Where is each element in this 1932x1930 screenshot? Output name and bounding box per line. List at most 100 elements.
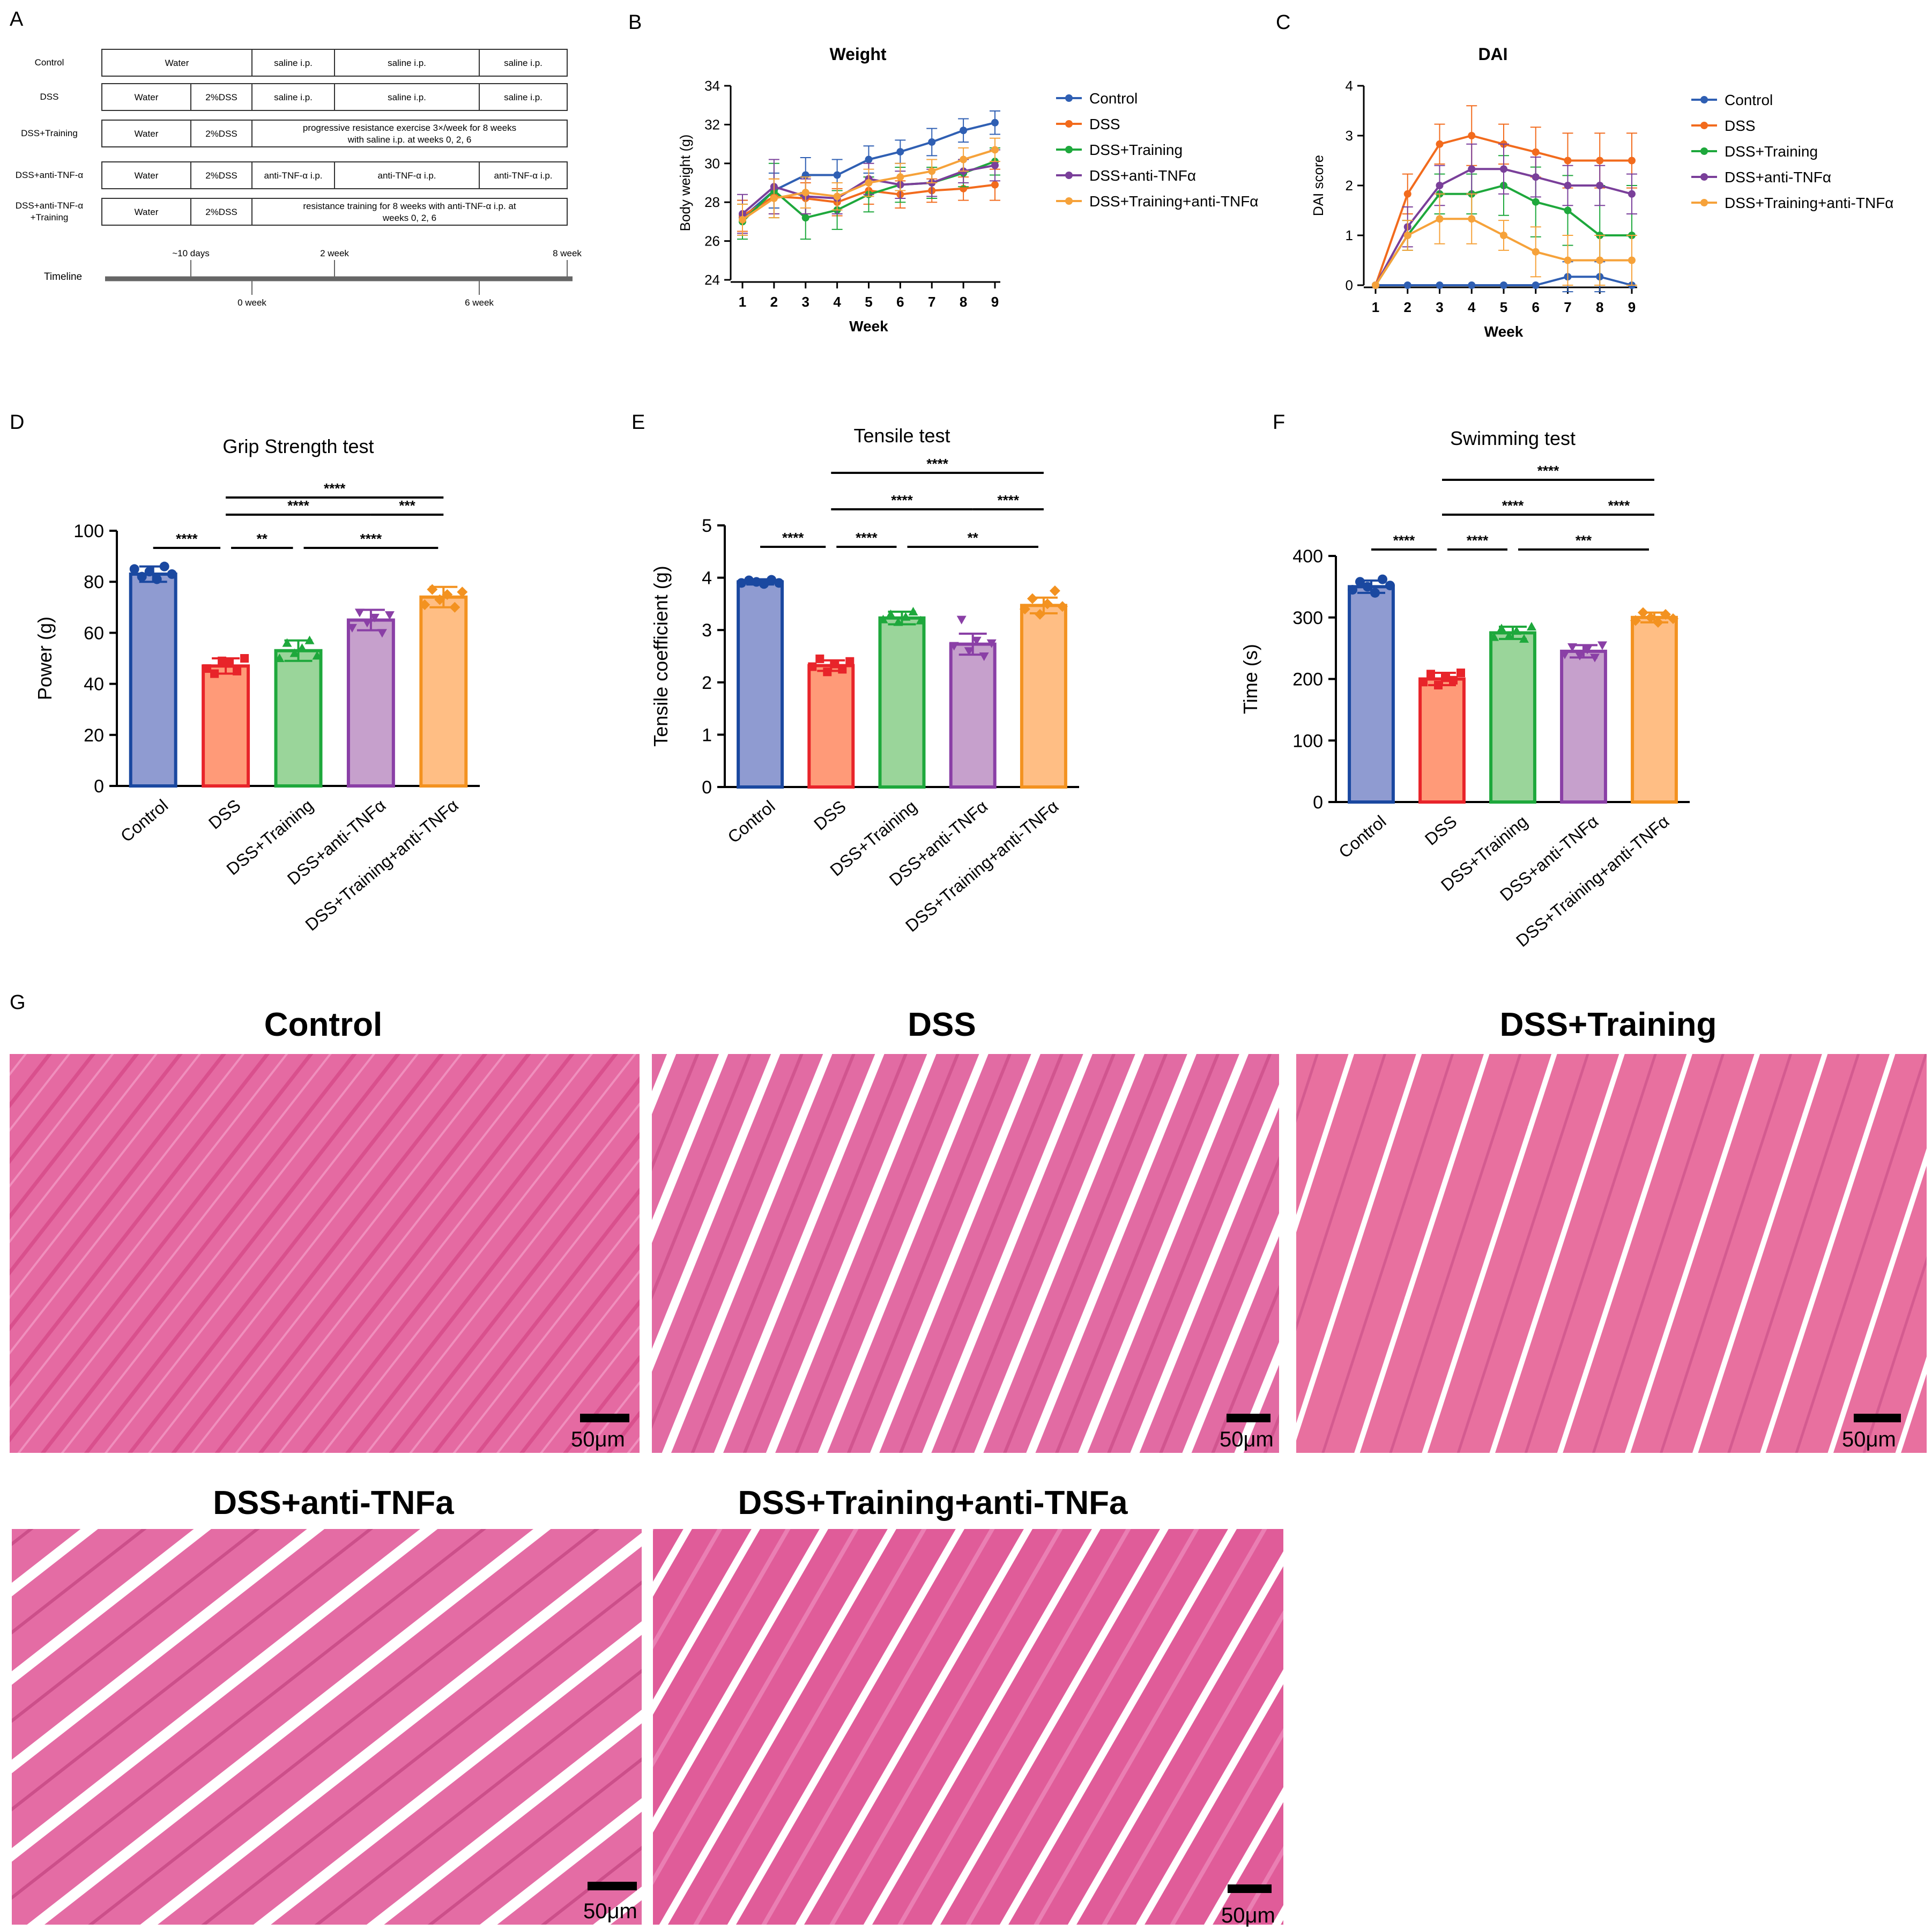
data-point [1497,623,1506,633]
significance-label: **** [856,530,878,546]
data-point [1426,670,1435,679]
data-point [297,643,307,652]
group-label: Control [35,57,64,68]
histology-title-dss-training-anti-tnfa: DSS+Training+anti-TNFa [738,1484,1128,1521]
y-tick-label: 2 [702,673,712,693]
data-point [1436,140,1444,148]
y-tick-label: 5 [702,516,712,536]
significance-label: **** [324,480,346,496]
legend-label: DSS+Training+anti-TNFα [1725,195,1893,211]
data-point [137,571,147,582]
y-tick-label: 40 [84,674,104,695]
bar-2 [1489,631,1536,804]
data-point [1560,650,1570,659]
y-tick-label: 34 [704,78,720,94]
data-point [377,629,387,638]
group-label: DSS [40,92,59,102]
x-tick-label: 6 [1532,299,1540,315]
data-point [815,654,824,663]
chart-title: Grip Strength test [222,435,374,457]
panel-letter-g: G [10,991,26,1014]
legend-marker [1065,94,1073,102]
cell-label: saline i.p. [274,58,313,68]
bar-3 [346,618,395,788]
data-point [1628,256,1636,264]
category-label: Control [1335,812,1389,862]
y-tick-label: 1 [1346,227,1353,243]
legend-marker [1700,147,1708,155]
data-point [838,665,847,674]
cell-label: resistance training for 8 weeks with ant… [303,201,516,211]
bar-3 [1560,649,1607,804]
data-point [1441,673,1450,682]
data-point [960,127,968,135]
data-point [1027,593,1038,604]
x-tick-label: 2 [1404,299,1411,315]
bar-2 [274,649,323,788]
data-point [1378,574,1387,584]
x-tick-label: 3 [802,294,809,310]
x-tick-label: 1 [1372,299,1379,315]
y-tick-label: 80 [84,572,104,592]
significance-label: **** [1502,498,1524,514]
dai-line-chart: DAI 0 1 2 3 4 DAI score 1 2 3 4 5 6 7 8 9 Week Control DSS… [1310,44,1893,340]
x-tick-label: 2 [770,294,778,310]
legend-label: DSS+Training [1089,142,1183,158]
data-point [908,607,918,616]
data-point [1582,645,1592,655]
histology-title-dss-training: DSS+Training [1500,1006,1717,1043]
data-point [1597,641,1607,650]
data-point [833,192,841,201]
data-point [233,666,242,676]
data-point [152,574,162,584]
data-point [1519,634,1529,643]
bar-1 [202,664,250,788]
timeline-tick-label: ~10 days [172,248,209,258]
data-point [1034,608,1045,620]
data-point [354,608,365,618]
significance-label: **** [891,492,913,508]
bar-0 [129,572,177,788]
data-point [986,639,997,648]
bar-4 [1631,615,1678,804]
legend-marker [1065,146,1073,153]
panel-letter-f: F [1273,411,1285,434]
data-point [225,659,234,668]
y-axis-label: Body weight (g) [677,135,693,232]
cell-label: saline i.p. [274,92,313,102]
cell-label: saline i.p. [504,92,543,102]
data-point [419,599,430,611]
scale-bar [580,1414,629,1422]
data-point [167,569,177,579]
data-point [129,564,139,574]
series-4 [1372,193,1637,289]
x-tick-label: 8 [1596,299,1603,315]
timeline-row-box [101,198,568,226]
cell-label: saline i.p. [388,92,426,102]
data-point [289,648,300,657]
data-point [865,179,873,187]
data-point [737,578,747,588]
histology-image-dss-training-anti-tnfa [653,1529,1283,1925]
data-point [457,587,468,598]
y-tick-label: 24 [704,272,720,288]
data-point [767,575,777,585]
data-point [1630,615,1641,626]
data-point [1638,607,1648,618]
legend-marker [1700,96,1708,103]
data-point [928,167,936,175]
timeline-tick-label: 8 week [553,248,582,258]
panel-letter-b: B [628,11,642,34]
category-label: DSS [205,796,244,833]
data-point [964,647,974,656]
legend-label: DSS [1725,117,1756,134]
x-tick-label: 3 [1436,299,1443,315]
data-point [744,575,754,585]
data-point [971,636,982,645]
x-tick-label: 5 [1500,299,1507,315]
panel-letter-a: A [10,8,24,31]
cell-label: Water [135,129,159,139]
data-point [1419,678,1428,687]
data-point [1628,190,1636,198]
